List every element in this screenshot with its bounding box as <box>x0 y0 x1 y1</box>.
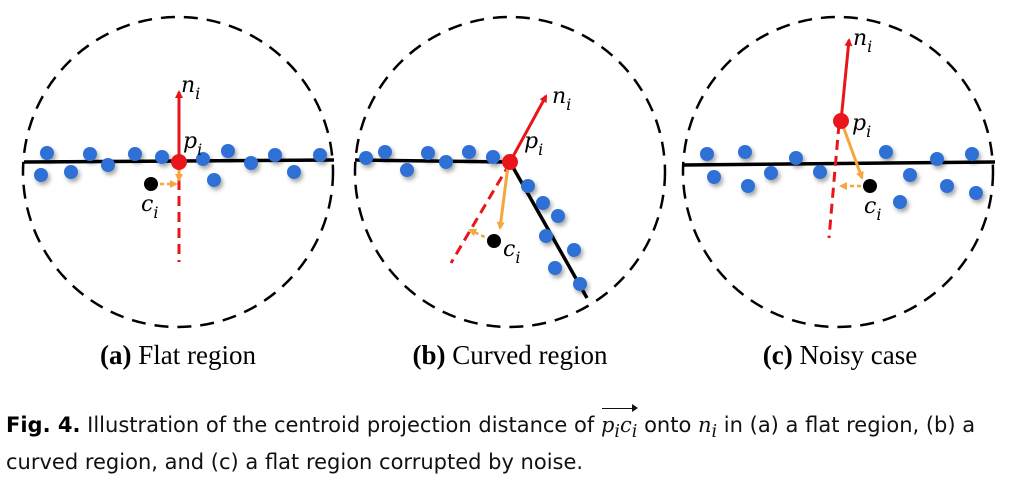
centroid-label: ci <box>864 194 881 224</box>
point-label: pi <box>183 129 202 159</box>
surface-line <box>354 158 589 299</box>
neighborhood-circle <box>353 15 667 329</box>
caption-text-2: onto <box>637 413 698 437</box>
inverse-normal-dashed <box>827 123 841 239</box>
panel-a: ni pi ci (a) Flat region <box>21 15 335 370</box>
normal-label: ni <box>552 84 571 114</box>
centroid-label: ci <box>141 192 158 222</box>
point-cloud <box>34 144 327 187</box>
figure-number: Fig. 4. <box>6 413 81 437</box>
normal-arrow <box>839 38 853 122</box>
panel-a-caption: (a) Flat region <box>100 340 256 370</box>
point-cloud <box>700 145 983 209</box>
point-label: pi <box>852 111 871 141</box>
panel-c: ni pi ci (c) Noisy case <box>681 15 996 370</box>
normal-label: ni <box>181 73 200 103</box>
query-point <box>171 154 187 170</box>
inverse-normal-dashed <box>449 162 512 264</box>
point-cloud <box>359 145 587 291</box>
panel-b: ni pi ci (b) Curved region <box>353 15 667 370</box>
centroid-point <box>144 177 158 191</box>
normal-label: ni <box>853 26 872 56</box>
neighborhood-circle <box>681 15 995 329</box>
query-point <box>502 154 518 170</box>
query-point <box>833 113 849 129</box>
neighborhood-circle <box>21 15 335 329</box>
figure-illustration: ni pi ci (a) Flat region ni pi ci (b) Cu… <box>21 15 996 370</box>
caption-normal: ni <box>697 413 718 443</box>
centroid-point <box>863 179 877 193</box>
caption-text-1: Illustration of the centroid projection … <box>80 413 601 437</box>
point-label: pi <box>524 129 543 159</box>
figure-caption: Fig. 4. Illustration of the centroid pro… <box>6 403 1010 477</box>
centroid-label: ci <box>503 237 520 267</box>
centroid-point <box>487 234 501 248</box>
projection-arrow <box>841 125 864 180</box>
caption-text-3: in (a) a flat region, (b) a curved regio… <box>6 413 976 475</box>
surface-line <box>682 160 996 167</box>
projection-arrow <box>496 165 510 230</box>
normal-arrow <box>508 94 548 163</box>
centroid-offset-arrow <box>468 228 492 242</box>
panel-c-caption: (c) Noisy case <box>763 340 917 370</box>
caption-vector: pici <box>601 403 639 447</box>
panel-b-caption: (b) Curved region <box>413 340 608 370</box>
